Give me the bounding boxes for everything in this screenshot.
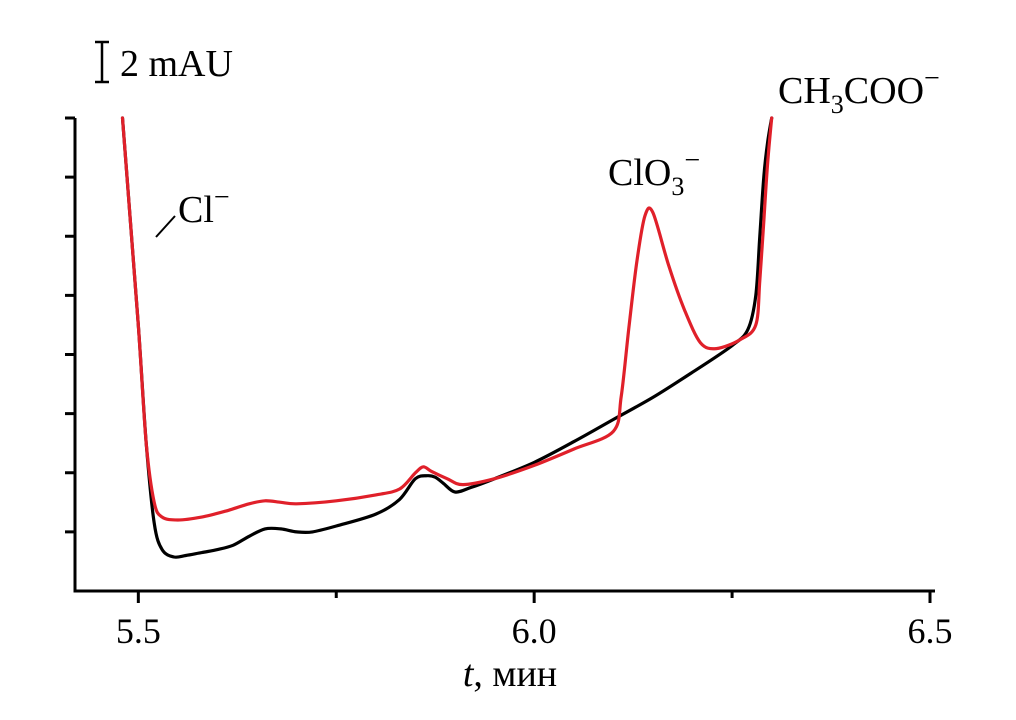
acetate-sub: 3 [831, 90, 844, 119]
scale-bar-label: 2 mAU [120, 43, 233, 85]
cl-base: Cl [178, 189, 214, 231]
clo3-sub: 3 [671, 172, 684, 201]
x-tick-label-1: 6.0 [512, 611, 557, 651]
cl-annotation: Cl− [178, 182, 230, 231]
x-axis-tick-labels: 5.5 6.0 6.5 [116, 611, 953, 651]
acetate-base-1: CH [778, 70, 831, 112]
x-axis-label-italic: t [463, 653, 475, 695]
x-tick-label-2: 6.5 [908, 611, 953, 651]
y-axis-ticks [65, 116, 75, 534]
black-trace-line [120, 116, 774, 559]
red-trace-line [120, 116, 774, 522]
clo3-base: ClO [608, 152, 671, 194]
x-axis-label-unit: , мин [473, 653, 557, 695]
acetate-base-2: COO [844, 70, 924, 112]
x-tick-label-0: 5.5 [116, 611, 161, 651]
x-axis-ticks [136, 591, 932, 603]
scale-bar: 2 mAU [95, 40, 233, 85]
acetate-annotation: CH3COO− [778, 63, 940, 119]
acetate-sup: − [924, 63, 940, 94]
cl-leader-line [155, 215, 176, 238]
clo3-sup: − [684, 145, 700, 176]
cl-sup: − [214, 182, 230, 213]
clo3-annotation: ClO3− [608, 145, 700, 201]
x-axis-label: t, мин [463, 653, 557, 695]
